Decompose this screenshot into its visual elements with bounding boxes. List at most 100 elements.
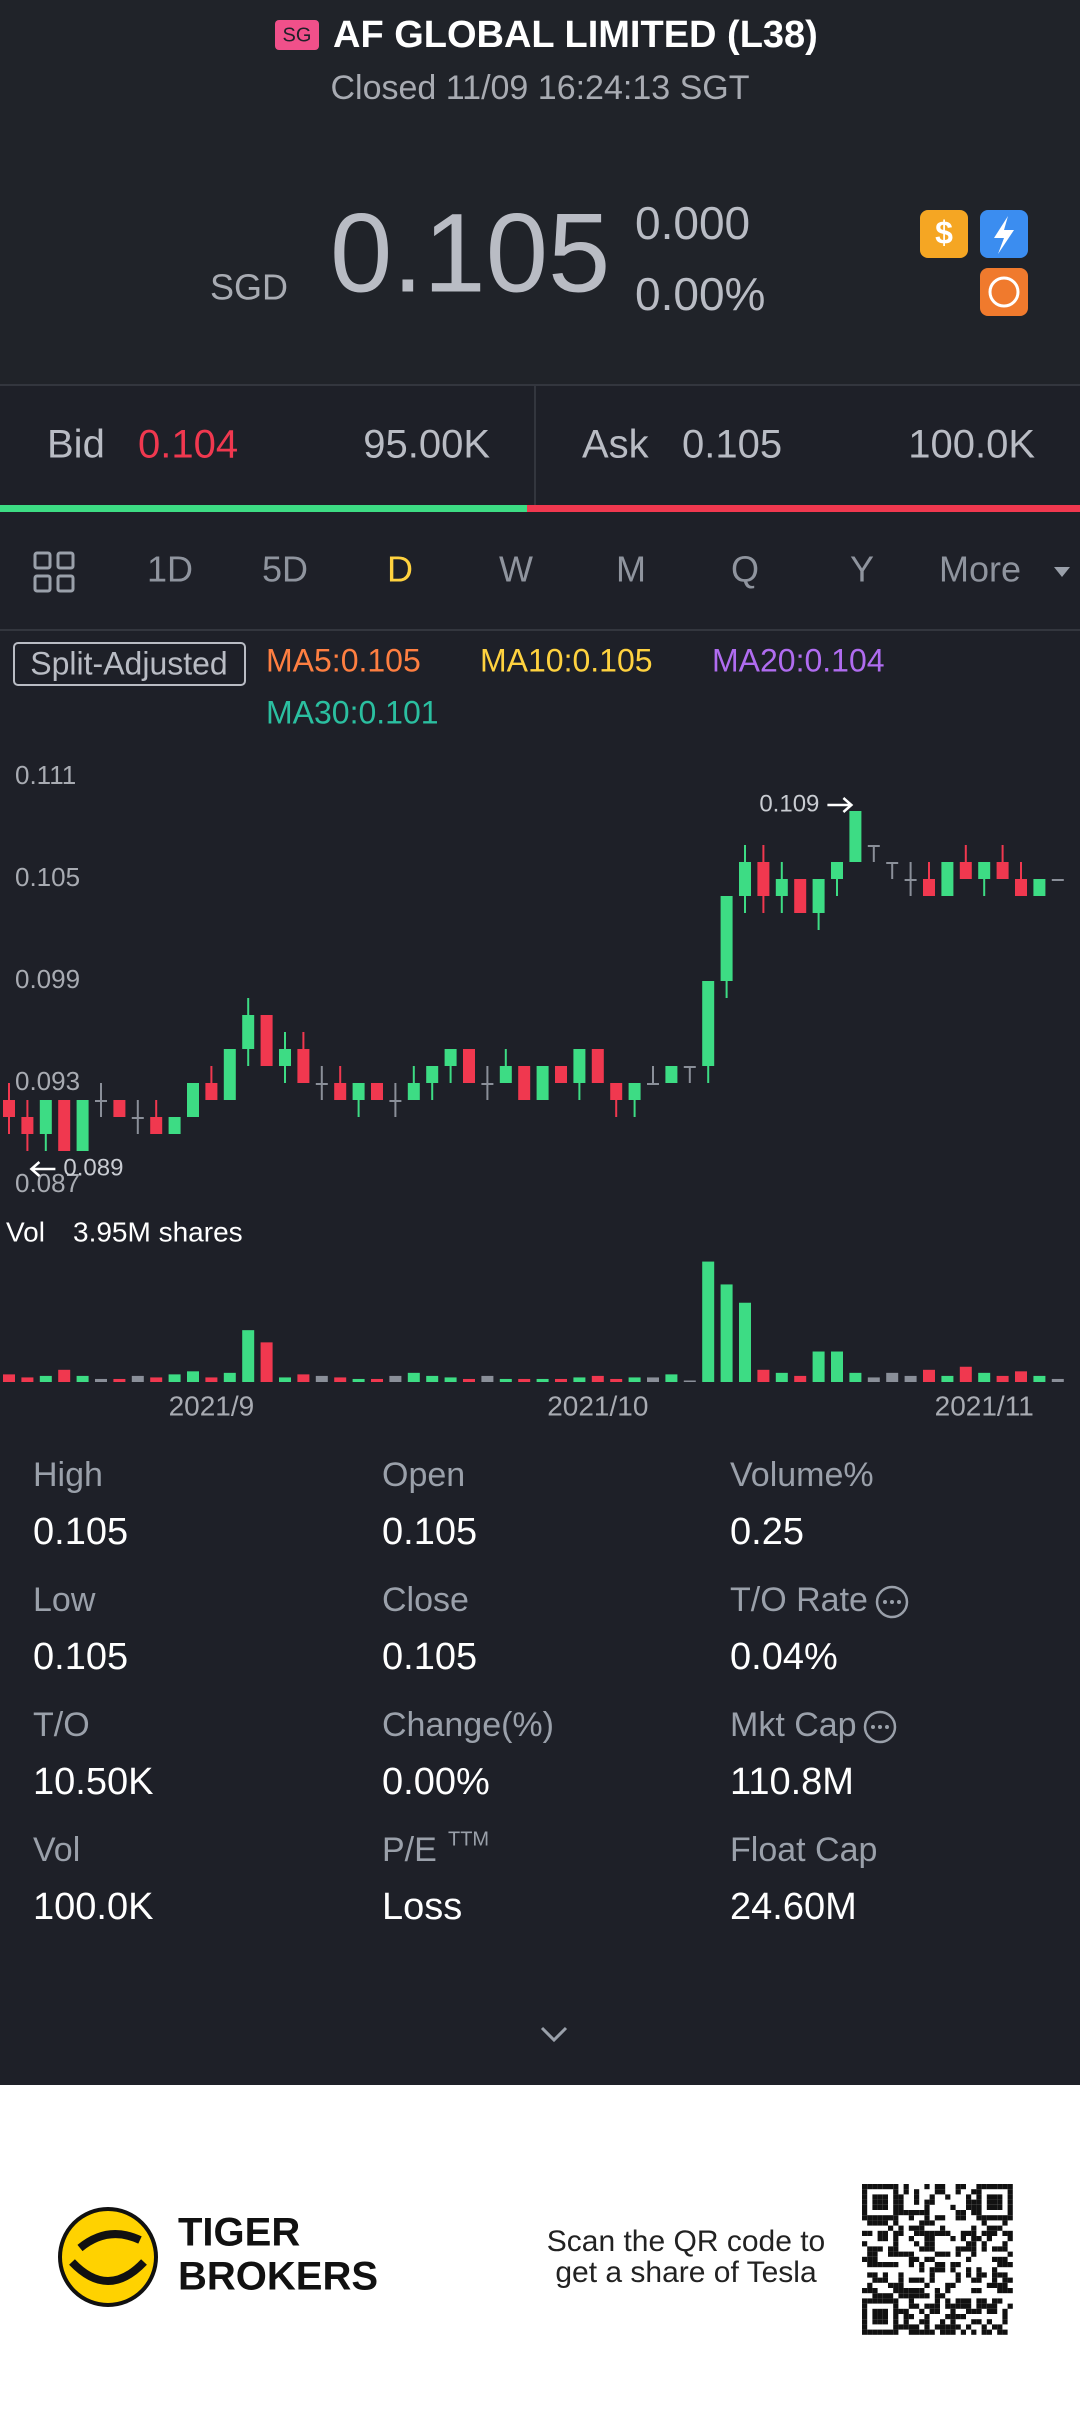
qr-module bbox=[1002, 2215, 1008, 2221]
qr-module bbox=[955, 2298, 961, 2304]
qr-module bbox=[1007, 2215, 1013, 2221]
qr-module bbox=[914, 2303, 920, 2309]
qr-module bbox=[924, 2256, 930, 2262]
icon-glyph bbox=[994, 216, 1014, 254]
info-icon[interactable] bbox=[875, 1585, 909, 1619]
stat-value: 24.60M bbox=[730, 1886, 857, 1928]
qr-module bbox=[919, 2277, 925, 2283]
period-tab[interactable]: 1D bbox=[147, 549, 193, 590]
qr-module bbox=[976, 2298, 982, 2304]
qr-module bbox=[992, 2308, 998, 2314]
qr-module bbox=[888, 2246, 894, 2252]
qr-module bbox=[992, 2267, 998, 2273]
qr-module bbox=[919, 2230, 925, 2236]
qr-module bbox=[945, 2282, 951, 2288]
qr-module bbox=[986, 2204, 992, 2210]
qr-module bbox=[1007, 2251, 1013, 2257]
info-dot bbox=[883, 1600, 887, 1604]
qr-module bbox=[934, 2251, 940, 2257]
qr-module bbox=[924, 2282, 930, 2288]
footer-bg bbox=[0, 2085, 1080, 2429]
qr-caption: get a share of Tesla bbox=[555, 2256, 817, 2289]
qr-module bbox=[877, 2293, 883, 2299]
qr-module bbox=[867, 2215, 873, 2221]
qr-module bbox=[976, 2272, 982, 2278]
qr-module bbox=[862, 2329, 868, 2335]
qr-module bbox=[893, 2246, 899, 2252]
candle-body bbox=[831, 862, 843, 879]
qr-module bbox=[893, 2215, 899, 2221]
qr-module bbox=[893, 2220, 899, 2226]
qr-module bbox=[1002, 2262, 1008, 2268]
qr-module bbox=[960, 2184, 966, 2190]
ma-legend: MA30:0.101 bbox=[266, 694, 439, 730]
qr-module bbox=[877, 2308, 883, 2314]
info-icon[interactable] bbox=[863, 1710, 897, 1744]
qr-module bbox=[908, 2225, 914, 2231]
volume-bar bbox=[39, 1375, 52, 1382]
candle-body bbox=[131, 1117, 144, 1119]
candle-body bbox=[334, 1083, 347, 1100]
qr-module bbox=[1002, 2256, 1008, 2262]
candle-body bbox=[665, 1066, 678, 1083]
qr-module bbox=[934, 2308, 940, 2314]
qr-module bbox=[867, 2220, 873, 2226]
qr-module bbox=[867, 2262, 873, 2268]
period-tab[interactable]: W bbox=[499, 549, 533, 590]
qr-module bbox=[862, 2308, 868, 2314]
candle-body bbox=[867, 845, 880, 847]
period-tab[interactable]: More bbox=[939, 549, 1021, 590]
qr-module bbox=[960, 2303, 966, 2309]
qr-module bbox=[893, 2210, 899, 2216]
qr-module bbox=[960, 2329, 966, 2335]
qr-module bbox=[997, 2256, 1003, 2262]
qr-module bbox=[867, 2251, 873, 2257]
stat-label: Mkt Cap bbox=[730, 1706, 857, 1744]
period-tab[interactable]: Q bbox=[731, 549, 759, 590]
qr-module bbox=[981, 2184, 987, 2190]
qr-module bbox=[971, 2251, 977, 2257]
qr-module bbox=[992, 2272, 998, 2278]
qr-module bbox=[986, 2199, 992, 2205]
period-tab[interactable]: M bbox=[616, 549, 646, 590]
qr-module bbox=[898, 2251, 904, 2257]
x-tick-label: 2021/9 bbox=[169, 1390, 255, 1421]
volume-label: Vol bbox=[6, 1216, 45, 1247]
qr-module bbox=[908, 2298, 914, 2304]
qr-module bbox=[986, 2236, 992, 2242]
qr-module bbox=[934, 2230, 940, 2236]
qr-module bbox=[1007, 2184, 1013, 2190]
period-tab[interactable]: 5D bbox=[262, 549, 308, 590]
qr-module bbox=[986, 2308, 992, 2314]
qr-module bbox=[919, 2210, 925, 2216]
qr-module bbox=[914, 2189, 920, 2195]
qr-module bbox=[903, 2288, 909, 2294]
period-tab[interactable]: D bbox=[387, 549, 413, 590]
icon[interactable] bbox=[920, 210, 968, 258]
expand-chevron[interactable] bbox=[540, 2026, 568, 2043]
layout-icon[interactable] bbox=[33, 551, 75, 593]
icon[interactable] bbox=[980, 268, 1028, 316]
qr-module bbox=[986, 2230, 992, 2236]
volume-bar bbox=[573, 1377, 586, 1382]
qr-module bbox=[919, 2319, 925, 2325]
qr-module bbox=[924, 2236, 930, 2242]
qr-module bbox=[976, 2277, 982, 2283]
qr-module bbox=[1002, 2282, 1008, 2288]
qr-module bbox=[934, 2298, 940, 2304]
volume-bar bbox=[702, 1261, 715, 1382]
y-tick-label: 0.111 bbox=[15, 760, 76, 790]
qr-module bbox=[867, 2329, 873, 2335]
volume-bar bbox=[978, 1372, 991, 1382]
qr-module bbox=[914, 2230, 920, 2236]
qr-module bbox=[882, 2293, 888, 2299]
qr-module bbox=[945, 2194, 951, 2200]
qr-module bbox=[914, 2256, 920, 2262]
ask-size: 100.0K bbox=[908, 423, 1035, 467]
period-tab[interactable]: Y bbox=[850, 549, 874, 590]
qr-module bbox=[862, 2256, 868, 2262]
qr-module bbox=[997, 2282, 1003, 2288]
qr-module bbox=[971, 2241, 977, 2247]
qr-module bbox=[945, 2314, 951, 2320]
qr-module bbox=[924, 2319, 930, 2325]
